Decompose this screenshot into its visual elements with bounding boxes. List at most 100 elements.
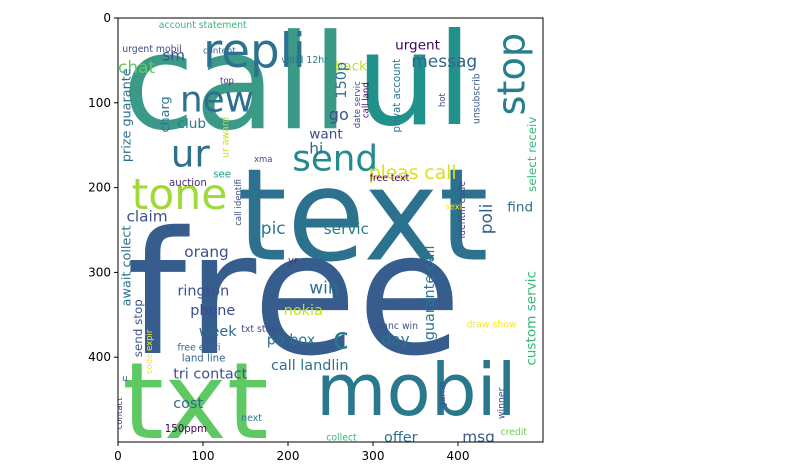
word-winner: winner xyxy=(497,387,508,419)
x-axis: 0 100 200 300 400 xyxy=(114,442,469,463)
word-game: game xyxy=(437,381,448,408)
word-tri-contact: tri contact xyxy=(173,366,247,382)
word-account-statement: account statement xyxy=(159,20,247,31)
word-draw-show: draw show xyxy=(467,320,517,331)
word-send: send xyxy=(292,139,378,180)
x-tick-label: 100 xyxy=(192,449,215,463)
word-want: want xyxy=(309,126,342,142)
word-see: see xyxy=(213,169,231,180)
word-c: c xyxy=(333,322,349,356)
x-tick-label: 0 xyxy=(114,449,122,463)
word-top: top xyxy=(220,76,234,86)
word-content: content xyxy=(203,47,236,57)
word-club: club xyxy=(178,116,207,132)
word-free-entri: free entri xyxy=(178,342,221,353)
word-txt: txt xyxy=(122,340,268,464)
y-tick-label: 0 xyxy=(103,11,111,25)
word-messag: messag xyxy=(411,52,477,72)
word-free: free xyxy=(127,196,462,394)
x-tick-label: 300 xyxy=(362,449,385,463)
word-pleas-call: pleas call xyxy=(369,163,457,184)
word-chat: chat xyxy=(118,58,156,78)
word-hi: hi xyxy=(309,140,323,158)
word-chanc-win: chanc win xyxy=(371,321,418,332)
y-axis: 0 100 200 300 400 xyxy=(88,11,118,364)
word-call: call xyxy=(122,7,348,160)
word-tone: tone xyxy=(132,171,228,220)
word-stop: stop xyxy=(489,33,534,116)
word-day: day xyxy=(382,330,410,348)
x-tick-label: 200 xyxy=(277,449,300,463)
word-sexi: sexi xyxy=(445,203,462,213)
word-offer: offer xyxy=(384,430,418,446)
word-unsubscrib: unsubscrib xyxy=(471,73,482,124)
y-tick-label: 400 xyxy=(88,350,111,364)
word-nokia: nokia xyxy=(284,303,323,319)
word-urgent: urgent xyxy=(395,37,440,53)
word-guarante-call: guarante call xyxy=(422,246,438,341)
word-week: week xyxy=(199,324,237,340)
word-code-expir: code expir xyxy=(145,329,155,374)
word-urgent-mobil: urgent mobil xyxy=(122,44,181,55)
axes-frame xyxy=(117,17,544,443)
word-win: win xyxy=(309,279,338,299)
word-charg: charg xyxy=(158,96,173,132)
word-credit: credit xyxy=(501,427,528,438)
word-next: next xyxy=(241,413,262,424)
word-go: go xyxy=(329,105,349,124)
word-call-land: call land xyxy=(362,82,372,118)
word-claim: claim xyxy=(127,208,168,226)
word-poli: poli xyxy=(477,204,497,235)
word-ur-award: ur award xyxy=(221,117,232,158)
plot-background xyxy=(118,18,543,442)
word-valid-12hr: valid 12hr xyxy=(281,55,328,66)
word-select-receiv: select receiv xyxy=(525,117,539,192)
word-custom-servic: custom servic xyxy=(523,271,539,366)
word-new: new xyxy=(180,79,254,120)
plot-area xyxy=(118,18,543,442)
word-sm: sm xyxy=(162,46,185,64)
word-msg: msg xyxy=(462,428,495,446)
word-collect: collect xyxy=(326,432,357,443)
word-privat-account: privat account xyxy=(392,59,403,133)
word-servic: servic xyxy=(324,220,369,238)
y-tick-label: 100 xyxy=(88,96,111,110)
word-land-line: land line xyxy=(182,353,226,364)
word-await-collect: await collect xyxy=(120,226,135,307)
word-pic: pic xyxy=(261,219,286,239)
word-call-identifi: call identifi xyxy=(234,179,244,226)
word-free-text: free text xyxy=(370,173,410,184)
x-tick-label: 400 xyxy=(447,449,470,463)
word-orang: orang xyxy=(184,243,228,261)
word-back: back xyxy=(335,59,367,75)
word-find: find xyxy=(507,199,533,215)
y-tick-label: 200 xyxy=(88,181,111,195)
word-ul: ul xyxy=(356,7,472,155)
word-call-landlin: call landlin xyxy=(271,358,349,374)
word-text: text xyxy=(237,143,489,291)
word-rington: rington xyxy=(178,283,230,299)
word-repli: repli xyxy=(203,25,306,79)
word-contact: contact xyxy=(115,397,125,429)
y-tick-label: 300 xyxy=(88,265,111,279)
word-send-stop: send stop xyxy=(131,299,145,357)
word-hot: hot xyxy=(438,92,448,107)
word-identifi-code: identifi code xyxy=(457,181,468,239)
word-po-box: po box xyxy=(267,332,316,348)
axes-border xyxy=(117,17,544,443)
word-u: u xyxy=(122,374,127,384)
word-prize-guarante: prize guarante xyxy=(120,68,135,162)
word-150ppm: 150ppm xyxy=(165,424,207,435)
word-150p: 150p xyxy=(334,62,350,99)
word-auction: auction xyxy=(169,178,207,189)
word-yr: yr xyxy=(288,256,299,267)
word-txt-stop: txt stop xyxy=(241,324,277,335)
word-xma: xma xyxy=(254,155,273,165)
word-mobil: mobil xyxy=(316,349,517,433)
word-date-servic: date servic xyxy=(353,81,363,128)
word-ur: ur xyxy=(171,131,211,175)
word-cost: cost xyxy=(173,396,203,412)
word-phone: phone xyxy=(190,303,235,319)
